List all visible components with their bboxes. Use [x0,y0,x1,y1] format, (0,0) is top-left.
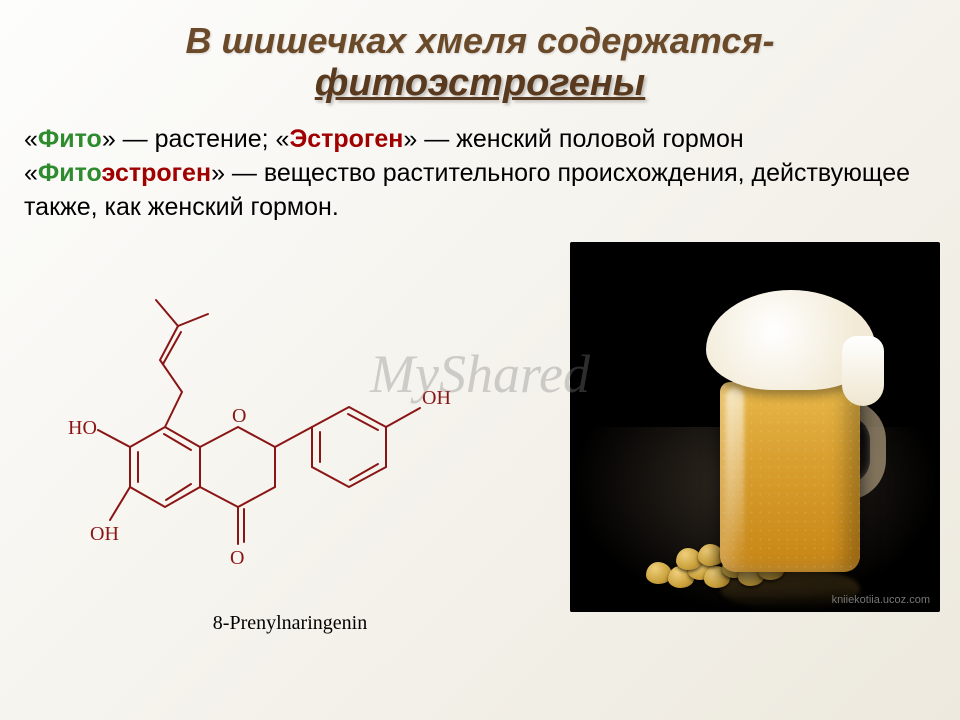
body-paragraph: «Фито» — растение; «Эстроген» — женский … [0,123,960,224]
line2-open: « [24,159,38,187]
compound-fito: Фито [38,159,102,187]
title-line-1: В шишечках хмеля содержатся- [0,20,960,62]
beer-mug [720,352,880,572]
quote-open: « [24,125,38,153]
chemical-structure: OH HO OH O O [40,242,540,622]
slide-root: В шишечках хмеля содержатся- фитоэстроге… [0,0,960,720]
label-oh-bottom: OH [90,523,119,545]
term-fito: Фито [38,125,102,153]
label-o-keto: O [230,547,244,569]
mug-glass [720,382,860,572]
content-row: OH HO OH O O 8-Prenylnaringenin [0,242,960,635]
label-ho-left: HO [68,417,97,439]
compound-estrogen: эстроген [101,159,211,187]
label-oh-right: OH [422,387,451,409]
chemistry-block: OH HO OH O O 8-Prenylnaringenin [40,242,540,635]
beer-foam [706,290,876,390]
label-o-ring: O [232,405,246,427]
title-line-2: фитоэстрогены [0,62,960,105]
molecule-svg: OH HO OH O O [40,242,540,622]
slide-title: В шишечках хмеля содержатся- фитоэстроге… [0,20,960,105]
after-fito: » — растение; « [102,125,290,153]
photo-watermark: kniiekotiia.ucoz.com [832,594,930,606]
condensation [720,382,860,572]
term-estrogen: Эстроген [289,125,403,153]
after-estrogen: » — женский половой гормон [403,125,743,153]
beer-photo: kniiekotiia.ucoz.com [570,242,940,612]
